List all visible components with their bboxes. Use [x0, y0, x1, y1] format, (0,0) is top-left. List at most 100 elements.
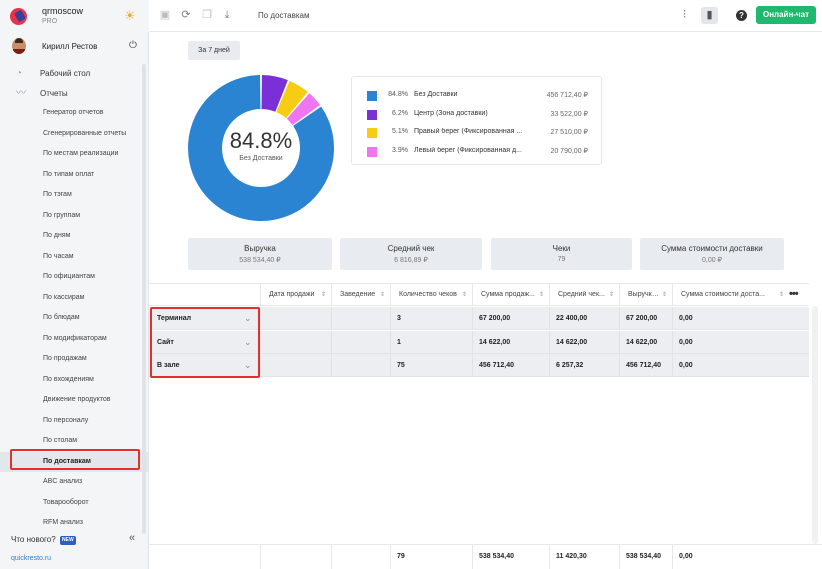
totals-cell — [260, 545, 331, 569]
sidebar-item-report[interactable]: Движение продуктов — [0, 390, 149, 411]
totals-value: 538 534,40 — [479, 553, 515, 560]
column-header[interactable]: Выручка... ⇕ — [619, 284, 672, 306]
sidebar-item-report[interactable]: По группам — [0, 206, 149, 227]
table-cell — [331, 354, 390, 377]
cell-value: 1 — [397, 338, 401, 346]
totals-cell: 538 534,40 — [472, 545, 549, 569]
table-row[interactable]: Терминал ⌄ 3 67 200,00 22 400,00 67 200,00 0,0… — [149, 307, 809, 330]
sidebar-item-report[interactable]: По кассирам — [0, 288, 149, 309]
power-icon[interactable]: ⏻ — [129, 40, 137, 51]
user-profile[interactable]: Кирилл Рестов ⏻ — [0, 36, 149, 58]
sidebar-item-report[interactable]: Генератор отчетов — [0, 103, 149, 124]
sidebar-item-report[interactable]: По типам оплат — [0, 165, 149, 186]
sort-icon[interactable]: ⇕ — [380, 292, 386, 298]
sidebar-item-label: Генератор отчетов — [43, 109, 104, 116]
nav-item-dashboard[interactable]: ◔ Рабочий стол — [0, 64, 149, 84]
group-cell[interactable]: Сайт ⌄ — [149, 331, 260, 354]
kpi-value: 538 534,40 ₽ — [239, 257, 281, 264]
group-cell[interactable]: В зале ⌄ — [149, 354, 260, 377]
copy-icon[interactable]: ❐ — [202, 9, 212, 21]
table-row[interactable]: Сайт ⌄ 1 14 622,00 14 622,00 14 622,00 0,00 — [149, 330, 809, 354]
column-header[interactable]: Сумма продаж... ⇕ — [472, 284, 549, 306]
table-cell — [331, 307, 390, 330]
site-link[interactable]: quickresto.ru — [11, 555, 52, 562]
sidebar-item-report[interactable]: По модификаторам — [0, 329, 149, 350]
sidebar-item-label: По типам оплат — [43, 170, 95, 178]
cell-value: 14 622,00 — [626, 338, 658, 346]
nav-item-reports[interactable]: 〰 Отчеты — [0, 84, 149, 104]
table-cell: 0,00 — [672, 354, 789, 377]
column-header[interactable]: Количество чеков ⇕ — [390, 284, 472, 306]
sidebar-item-label: По местам реализации — [43, 150, 119, 157]
column-header[interactable]: Сумма стоимости доста... ⇕ — [672, 284, 789, 306]
sidebar-item-report[interactable]: По доставкам — [0, 451, 149, 472]
refresh-icon[interactable]: ⟳ — [181, 9, 191, 21]
chevron-down-icon[interactable]: ⌄ — [244, 360, 252, 370]
table-scrollbar[interactable] — [812, 306, 818, 544]
sidebar-scrollbar[interactable] — [142, 64, 146, 534]
sidebar-item-report[interactable]: RFM анализ — [0, 513, 149, 534]
sidebar-item-report[interactable]: По столам — [0, 431, 149, 452]
donut-slice[interactable] — [261, 75, 288, 112]
sort-icon[interactable]: ⇕ — [539, 292, 545, 298]
bar-chart-icon[interactable]: ▮ — [701, 7, 718, 24]
legend-pct: 5.1% — [392, 128, 408, 135]
sun-icon[interactable]: ☀ — [124, 8, 136, 23]
table-cell: 0,00 — [672, 330, 789, 354]
legend-item[interactable]: 84.8% Без Доставки 456 712,40 ₽ — [352, 90, 603, 102]
sidebar-item-report[interactable]: По официантам — [0, 267, 149, 288]
donut-slice[interactable] — [188, 75, 334, 222]
sort-icon[interactable]: ⇕ — [321, 292, 327, 298]
period-filter-button[interactable]: За 7 дней — [188, 41, 240, 60]
sidebar-item-report[interactable]: Товарооборот — [0, 493, 149, 514]
donut-slice[interactable] — [276, 80, 308, 119]
column-header-label: Дата продажи — [269, 291, 315, 298]
whats-new-link[interactable]: Что нового? — [11, 535, 56, 544]
sidebar-item-report[interactable]: По местам реализации — [0, 144, 149, 165]
help-icon[interactable]: ? — [736, 10, 747, 21]
column-header[interactable]: Дата продажи ⇕ — [260, 284, 331, 306]
online-chat-button[interactable]: Онлайн-чат — [756, 6, 816, 24]
sort-icon[interactable]: ⇕ — [462, 292, 468, 298]
donut-slice[interactable] — [286, 93, 321, 126]
chevron-down-icon[interactable]: ⌄ — [244, 336, 252, 347]
sidebar-item-report[interactable]: По персоналу — [0, 411, 149, 432]
save-icon[interactable]: ▣ — [159, 9, 171, 21]
filter-sliders-icon[interactable]: ⫶ — [683, 9, 686, 21]
sidebar-item-report[interactable]: По вхождениям — [0, 370, 149, 391]
sidebar-item-report[interactable]: По часам — [0, 247, 149, 268]
legend-val: 456 712,40 ₽ — [546, 92, 588, 99]
download-icon[interactable]: ⤓ — [224, 9, 230, 21]
legend-item[interactable]: 5.1% Правый берег (Фиксированная ... 27 51… — [352, 127, 603, 139]
column-header[interactable]: Заведение ⇕ — [331, 284, 390, 306]
chevron-down-icon[interactable]: ⌄ — [244, 313, 252, 323]
cell-value: 14 622,00 — [479, 338, 511, 346]
totals-value: 0,00 — [679, 553, 693, 560]
sort-icon[interactable]: ⇕ — [609, 292, 615, 298]
sidebar-item-report[interactable]: ABC анализ — [0, 472, 149, 493]
brand-header[interactable]: qrmoscow PRO ☀ — [0, 0, 149, 32]
sidebar-item-label: По вхождениям — [43, 375, 94, 383]
sidebar: qrmoscow PRO ☀ Кирилл Рестов ⏻ ◔ Рабочий… — [0, 0, 149, 569]
nav-item-label: Отчеты — [40, 89, 68, 98]
table-row[interactable]: В зале ⌄ 75 456 712,40 6 257,32 456 712,40 0,0… — [149, 354, 809, 377]
sidebar-item-report[interactable]: Сгенерированные отчеты — [0, 124, 149, 145]
sort-icon[interactable]: ⇕ — [662, 292, 668, 298]
table-totals-row: 79 538 534,40 11 420,30 538 534,40 0,00 — [149, 544, 822, 569]
more-options-icon[interactable]: ••• — [789, 288, 799, 300]
column-header-label: Выручка... — [628, 291, 661, 298]
legend-item[interactable]: 3.9% Левый берег (Фиксированная д... 20 79… — [352, 146, 603, 158]
sidebar-item-report[interactable]: По блюдам — [0, 308, 149, 329]
sidebar-item-report[interactable]: По тэгам — [0, 185, 149, 206]
legend-item[interactable]: 6.2% Центр (Зона доставки) 33 522,00 ₽ — [352, 109, 603, 121]
group-cell[interactable]: Терминал ⌄ — [149, 307, 260, 330]
cell-value: 3 — [397, 315, 401, 322]
collapse-sidebar-icon[interactable]: « — [129, 532, 136, 544]
sidebar-item-report[interactable]: По дням — [0, 226, 149, 247]
table-cell: 0,00 — [672, 307, 789, 330]
user-name: Кирилл Рестов — [42, 42, 98, 51]
sidebar-item-label: По персоналу — [43, 416, 89, 424]
sort-icon[interactable]: ⇕ — [779, 292, 785, 298]
sidebar-item-report[interactable]: По продажам — [0, 349, 149, 370]
column-header[interactable]: Средний чек... ⇕ — [549, 284, 619, 306]
